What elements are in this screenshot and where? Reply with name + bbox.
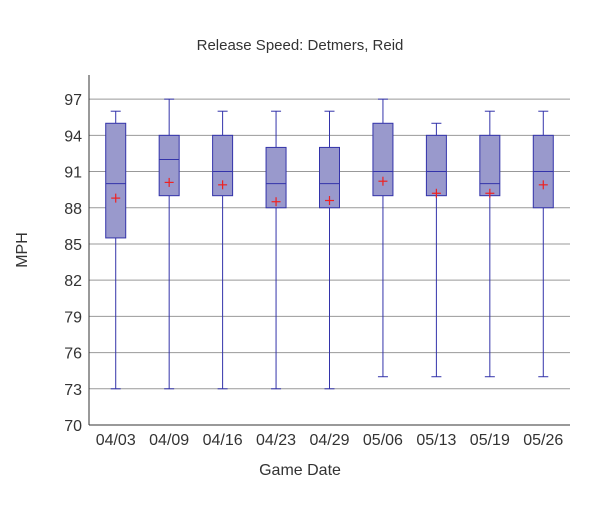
x-tick-label: 05/26: [523, 432, 563, 449]
y-tick-label: 88: [64, 201, 82, 218]
y-tick-label: 97: [64, 92, 82, 109]
box-04-23: [266, 111, 286, 389]
x-tick-label: 04/29: [309, 432, 349, 449]
y-tick-label: 85: [64, 237, 82, 254]
box-05-13: [426, 123, 446, 376]
box-04-16: [213, 111, 233, 389]
box-04-29: [320, 111, 340, 389]
iqr-box: [106, 123, 126, 238]
y-tick-label: 82: [64, 273, 82, 290]
x-tick-label: 04/09: [149, 432, 189, 449]
y-axis-label: MPH: [14, 232, 31, 268]
box-05-06: [373, 99, 393, 377]
x-tick-label: 04/03: [96, 432, 136, 449]
x-tick-label: 04/16: [203, 432, 243, 449]
iqr-box: [480, 135, 500, 195]
x-tick-label: 05/13: [416, 432, 456, 449]
x-tick-label: 05/06: [363, 432, 403, 449]
box-04-03: [106, 111, 126, 389]
x-axis-label: Game Date: [259, 462, 341, 479]
y-tick-label: 79: [64, 309, 82, 326]
iqr-box: [426, 135, 446, 195]
y-tick-label: 91: [64, 165, 82, 182]
chart-title: Release Speed: Detmers, Reid: [197, 37, 404, 54]
y-tick-label: 76: [64, 346, 82, 363]
y-tick-label: 73: [64, 382, 82, 399]
x-tick-label: 04/23: [256, 432, 296, 449]
y-tick-label: 70: [64, 418, 82, 435]
x-tick-label: 05/19: [470, 432, 510, 449]
y-tick-label: 94: [64, 128, 82, 145]
